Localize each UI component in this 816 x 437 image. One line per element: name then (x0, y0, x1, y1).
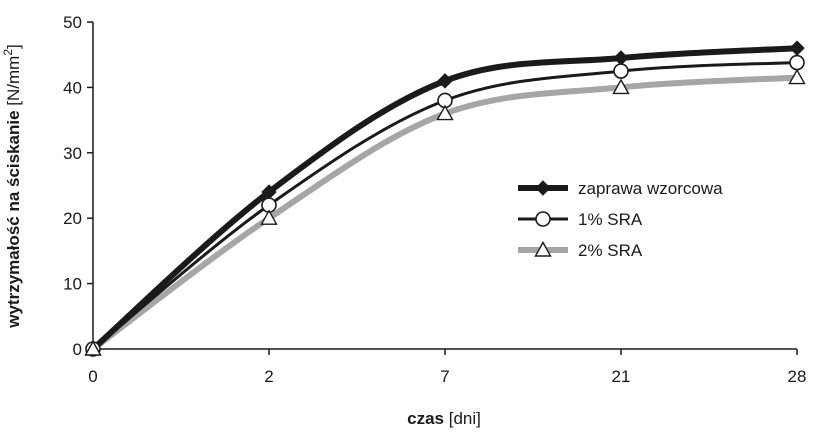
x-tick-label: 28 (788, 367, 807, 386)
series-2-point (788, 68, 806, 85)
axes: 0 10 20 30 40 50 0 2 7 21 28 (63, 13, 806, 386)
y-tick-label: 30 (63, 144, 82, 163)
series-line-0 (90, 45, 800, 352)
series-0-point (437, 73, 453, 89)
legend-label-0: zaprawa wzorcowa (578, 179, 723, 198)
y-tick-label: 20 (63, 209, 82, 228)
y-tick-label: 40 (63, 78, 82, 97)
legend-marker-2 (534, 241, 552, 257)
legend-label-1: 1% SRA (578, 210, 643, 229)
y-tick-label: 0 (73, 340, 82, 359)
series-0-point (613, 50, 629, 66)
legend-label-2: 2% SRA (578, 241, 643, 260)
series-2-point (436, 104, 454, 121)
legend: zaprawa wzorcowa 1% SRA 2% SRA (518, 179, 723, 260)
x-tick-label: 7 (440, 367, 449, 386)
x-tick-label: 21 (612, 367, 631, 386)
series-0-point (789, 40, 805, 56)
series-2-point (612, 78, 630, 95)
x-axis-title: czas [dni] (407, 409, 481, 428)
series-2-point (84, 340, 102, 356)
series-markers (84, 40, 806, 357)
legend-marker-0 (535, 180, 551, 196)
x-tick-label: 2 (264, 367, 273, 386)
y-axis-title: wytrzymałość na ściskanie [N/mm2] (1, 44, 23, 329)
y-tick-label: 50 (63, 13, 82, 32)
legend-marker-1 (535, 211, 551, 227)
series-2-point (260, 209, 278, 225)
x-tick-label: 0 (88, 367, 97, 386)
y-tick-label: 10 (63, 275, 82, 294)
series-1-point (789, 54, 805, 71)
series-1-point (613, 63, 629, 79)
